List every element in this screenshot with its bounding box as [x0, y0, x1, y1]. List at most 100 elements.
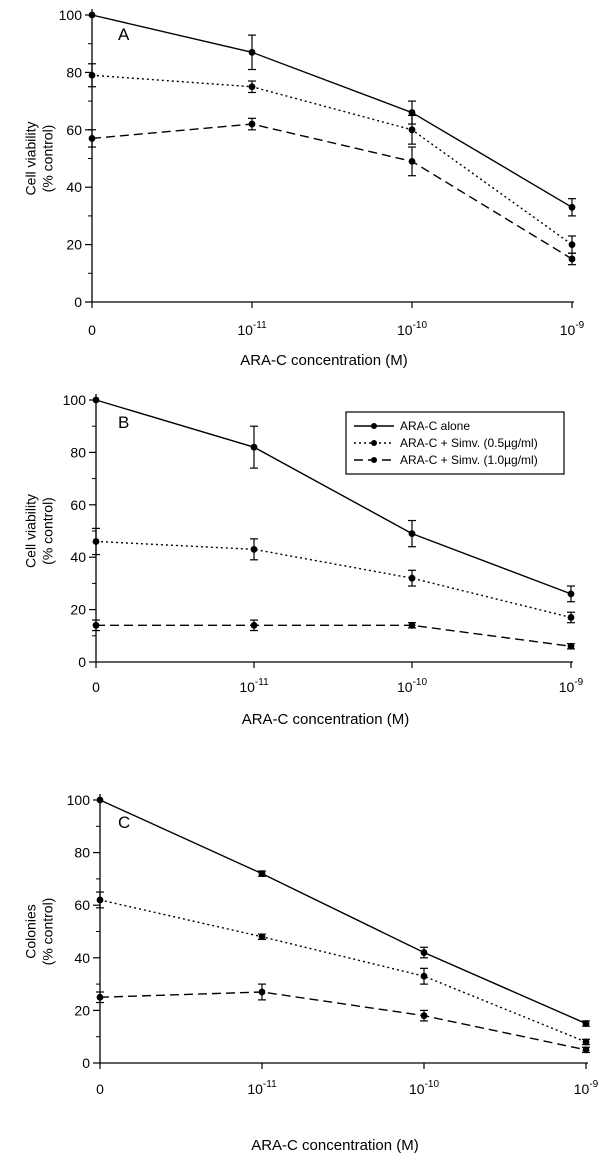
x-axis-label: ARA-C concentration (M): [251, 1137, 419, 1154]
series-solid: [88, 11, 576, 217]
series-dashed: [88, 117, 576, 266]
y-tick-label: 0: [82, 1055, 90, 1071]
series-solid: [96, 796, 590, 1027]
x-tick-label: 0: [96, 1081, 104, 1097]
x-axis-label: ARA-C concentration (M): [240, 352, 408, 369]
legend-label: ARA-C alone: [400, 419, 470, 433]
data-point: [582, 1046, 590, 1054]
y-tick-label: 100: [59, 7, 83, 23]
data-point: [96, 993, 104, 1001]
legend-marker: [371, 423, 377, 429]
data-point: [88, 135, 96, 142]
y-tick-label: 60: [74, 897, 90, 913]
series-line: [91, 74, 573, 246]
panel-label: C: [118, 813, 130, 832]
y-tick-label: 0: [74, 294, 82, 310]
data-point: [88, 11, 96, 19]
data-point: [420, 949, 428, 956]
data-point: [92, 538, 100, 545]
x-tick-label: 10-11: [247, 1079, 277, 1097]
y-tick-label: 60: [66, 122, 82, 138]
data-point: [568, 241, 576, 249]
series-dotted: [88, 63, 576, 254]
series-line: [96, 624, 572, 647]
x-tick-label: 10-10: [409, 1079, 439, 1097]
data-point: [408, 621, 416, 629]
y-tick-label: 100: [67, 792, 91, 808]
legend-box: [345, 411, 565, 475]
y-tick-label: 40: [74, 950, 90, 966]
data-point: [96, 896, 104, 904]
y-tick-label: 80: [66, 64, 82, 80]
data-point: [567, 642, 575, 650]
data-point: [258, 933, 266, 941]
data-point: [420, 1012, 428, 1020]
data-point: [420, 972, 428, 980]
data-point: [408, 126, 416, 134]
series-line: [99, 799, 587, 1025]
series-dashed: [96, 983, 590, 1054]
data-point: [88, 71, 96, 79]
y-tick-label: 80: [74, 845, 90, 861]
data-point: [258, 870, 266, 878]
data-point: [92, 621, 100, 629]
y-axis-label-line: Cell viability: [23, 494, 39, 568]
series-dashed: [92, 619, 575, 650]
legend-marker: [371, 457, 377, 463]
y-axis-label-line: (% control): [40, 898, 56, 966]
data-point: [250, 545, 258, 553]
y-axis-label-line: Colonies: [23, 904, 39, 958]
data-point: [248, 83, 256, 91]
data-point: [568, 203, 576, 211]
series-dotted: [96, 891, 590, 1046]
y-axis-label-line: Cell viability: [23, 122, 39, 196]
data-point: [408, 157, 416, 165]
panel-label: A: [118, 25, 130, 44]
data-point: [250, 443, 258, 451]
y-tick-label: 60: [70, 497, 86, 513]
series-line: [95, 540, 572, 619]
x-tick-label: 0: [88, 322, 96, 338]
y-axis-label: Colonies (% control): [23, 898, 56, 966]
legend-label: ARA-C + Simv. (0.5µg/ml): [400, 436, 538, 450]
series-line: [99, 899, 587, 1043]
x-tick-label: 10-10: [397, 677, 427, 695]
y-tick-label: 0: [78, 654, 86, 670]
data-point: [408, 530, 416, 538]
panel-label: B: [118, 413, 129, 432]
y-tick-label: 40: [70, 549, 86, 565]
legend: ARA-C alone ARA-C + Simv. (0.5µg/ml) ARA-C…: [345, 411, 565, 475]
x-tick-label: 10-9: [560, 320, 585, 338]
y-tick-label: 20: [74, 1002, 90, 1018]
data-point: [582, 1020, 590, 1027]
y-axis-label-line: (% control): [40, 497, 56, 565]
y-tick-label: 80: [70, 444, 86, 460]
data-point: [582, 1038, 590, 1046]
data-point: [567, 614, 575, 621]
data-point: [408, 574, 416, 582]
legend-marker: [371, 440, 377, 446]
x-tick-label: 10-10: [397, 320, 427, 338]
x-tick-label: 10-9: [574, 1079, 599, 1097]
y-axis-label: Cell viability (% control): [23, 494, 56, 568]
series-dotted: [92, 527, 575, 624]
chart-panel-a: A 0 20 40 60 80 100 0 10-11 10-10 10-9 ARA-C concen…: [23, 7, 585, 369]
y-tick-label: 100: [63, 392, 87, 408]
data-point: [96, 796, 104, 804]
y-tick-label: 40: [66, 179, 82, 195]
y-axis-label-line: (% control): [40, 125, 56, 193]
data-point: [258, 988, 266, 996]
legend-label: ARA-C + Simv. (1.0µg/ml): [400, 453, 538, 467]
series-line: [99, 991, 587, 1051]
y-tick-label: 20: [70, 602, 86, 618]
x-tick-label: 10-11: [237, 320, 267, 338]
x-axis-label: ARA-C concentration (M): [242, 711, 410, 728]
data-point: [408, 109, 416, 116]
data-point: [567, 590, 575, 598]
y-tick-label: 20: [66, 237, 82, 253]
series-solid: [92, 396, 575, 603]
x-tick-label: 10-9: [559, 677, 584, 695]
data-point: [250, 621, 258, 629]
data-point: [248, 48, 256, 56]
